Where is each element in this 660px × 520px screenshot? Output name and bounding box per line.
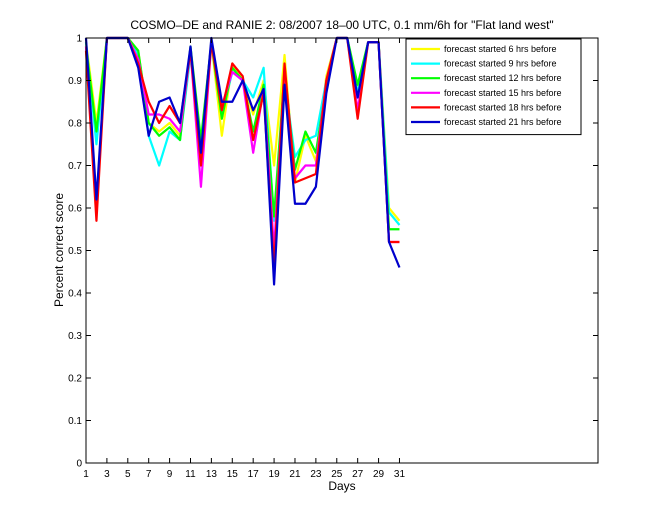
x-tick-label: 31 <box>394 469 406 480</box>
y-tick-label: 0.7 <box>68 161 82 172</box>
legend: forecast started 6 hrs before forecast st… <box>405 38 582 136</box>
y-tick-label: 0.8 <box>68 119 82 130</box>
y-tick-label: 0.4 <box>68 289 82 300</box>
x-tick-label: 21 <box>289 469 301 480</box>
y-tick-label: 0.5 <box>68 246 82 257</box>
x-tick-label: 9 <box>167 469 173 480</box>
y-tick-label: 0.3 <box>68 331 82 342</box>
legend-label: forecast started 21 hrs before <box>444 117 562 127</box>
y-tick-label: 0.1 <box>68 416 82 427</box>
chart-title: COSMO–DE and RANIE 2: 08/2007 18–00 UTC,… <box>130 18 553 32</box>
y-tick-label: 0.2 <box>68 374 82 385</box>
axes: 1 3 5 7 9 11 13 15 17 19 21 23 25 27 29 3100.10.20.30.4… <box>68 34 599 480</box>
x-tick-label: 27 <box>352 469 364 480</box>
x-tick-label: 25 <box>331 469 343 480</box>
x-tick-label: 3 <box>104 469 110 480</box>
plot-area <box>84 36 401 286</box>
x-tick-label: 23 <box>310 469 322 480</box>
x-tick-label: 15 <box>227 469 239 480</box>
y-tick-label: 0 <box>76 459 82 470</box>
y-tick-label: 1 <box>76 34 82 45</box>
y-axis-title: Percent correct score <box>52 193 66 307</box>
x-axis-title: Days <box>328 479 355 493</box>
x-tick-label: 17 <box>248 469 260 480</box>
x-tick-label: 29 <box>373 469 385 480</box>
x-tick-label: 7 <box>146 469 152 480</box>
x-tick-label: 13 <box>206 469 218 480</box>
y-tick-label: 0.9 <box>68 76 82 87</box>
x-tick-label: 1 <box>83 469 89 480</box>
legend-label: forecast started 6 hrs before <box>444 44 557 54</box>
x-tick-label: 19 <box>269 469 281 480</box>
x-tick-label: 5 <box>125 469 131 480</box>
legend-label: forecast started 18 hrs before <box>444 102 562 112</box>
x-tick-label: 11 <box>185 469 196 480</box>
legend-box <box>405 38 582 136</box>
y-tick-label: 0.6 <box>68 204 82 215</box>
legend-label: forecast started 15 hrs before <box>444 88 562 98</box>
legend-label: forecast started 9 hrs before <box>444 59 557 69</box>
legend-label: forecast started 12 hrs before <box>444 73 562 83</box>
